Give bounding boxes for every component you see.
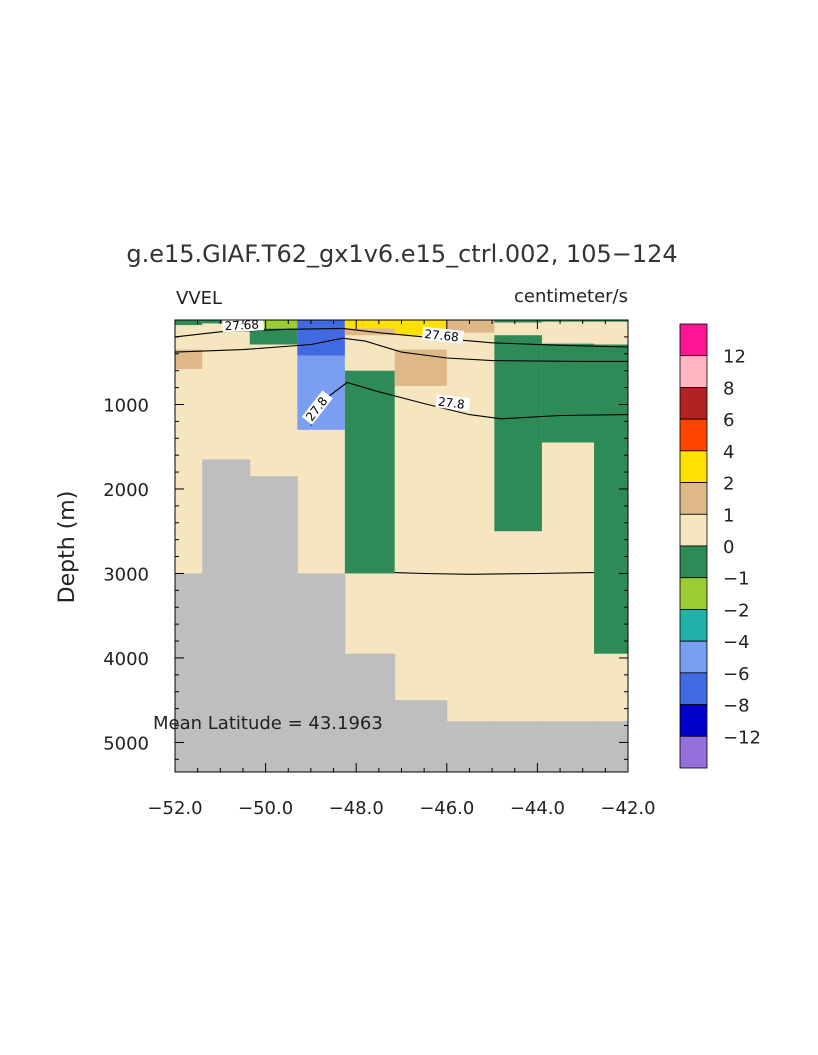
legend-swatch [679, 482, 708, 515]
legend-swatch [679, 672, 708, 705]
velocity-cell-5 [297, 320, 345, 356]
variable-label: VVEL [176, 288, 222, 309]
legend-swatch [679, 418, 708, 452]
legend-swatch [679, 513, 708, 547]
legend-label: 6 [723, 410, 734, 431]
y-tick-label: 3000 [103, 564, 149, 585]
legend-label: −2 [723, 600, 750, 621]
seafloor-column-2 [249, 476, 298, 772]
contour-label-2-1: 27.8 [435, 394, 471, 412]
seafloor-column-9 [594, 721, 629, 772]
y-tick-label: 5000 [103, 733, 149, 754]
contour-label-text: 27.68 [424, 327, 460, 345]
velocity-cell-12 [446, 320, 495, 333]
velocity-cell-14 [494, 335, 542, 532]
seafloor-column-6 [446, 721, 495, 772]
chart-title: g.e15.GIAF.T62_gx1v6.e15_ctrl.002, 105−1… [126, 240, 677, 268]
x-tick-label: −50.0 [238, 798, 293, 819]
velocity-cell-4 [249, 328, 298, 345]
velocity-cell-3 [249, 320, 298, 329]
legend-label: −12 [723, 727, 761, 748]
legend-swatch [679, 735, 708, 769]
seafloor-column-1 [202, 459, 251, 772]
mean-latitude-annotation: Mean Latitude = 43.1963 [153, 713, 383, 734]
legend-label: 8 [723, 378, 734, 399]
y-axis-label: Depth (m) [55, 491, 80, 604]
contour-label-0-1: 27.68 [421, 326, 465, 345]
legend-swatch [679, 640, 708, 674]
seafloor-column-4 [344, 653, 396, 772]
velocity-cell-17 [594, 320, 628, 322]
contour-label-0-0: 27.68 [222, 317, 264, 333]
legend-swatch [679, 577, 708, 610]
velocity-cell-13 [494, 320, 542, 323]
units-label: centimeter/s [514, 286, 628, 307]
legend-label: 4 [723, 442, 734, 463]
legend-label: 1 [723, 505, 734, 526]
legend-swatch [679, 704, 708, 737]
legend-swatch [679, 609, 708, 642]
legend-swatch [679, 545, 708, 579]
contour-label-text: 27.8 [437, 395, 465, 412]
legend-swatch [679, 450, 708, 483]
legend-swatch [679, 387, 708, 420]
legend-swatch [679, 323, 708, 357]
velocity-cell-11 [394, 349, 447, 386]
velocity-cell-18 [594, 344, 628, 654]
y-tick-label: 4000 [103, 649, 149, 670]
velocity-cell-9 [344, 370, 395, 574]
seafloor-column-7 [494, 721, 543, 772]
contour-line-2 [310, 381, 629, 426]
legend-label: 12 [723, 347, 746, 368]
legend-label: 2 [723, 474, 734, 495]
velocity-cell-1 [175, 349, 203, 370]
y-tick-label: 1000 [103, 395, 149, 416]
x-tick-label: −52.0 [147, 798, 202, 819]
contour-label-text: 27.68 [224, 318, 259, 334]
legend-swatch [679, 355, 708, 388]
velocity-cell-16 [541, 343, 595, 443]
x-tick-label: −44.0 [510, 798, 565, 819]
contour-line-3 [394, 572, 595, 575]
velocity-cell-0 [175, 320, 203, 326]
seafloor-column-0 [175, 573, 203, 772]
legend-label: −8 [723, 696, 750, 717]
seafloor-column-8 [541, 721, 595, 772]
seafloor-column-3 [297, 573, 346, 772]
velocity-cell-7 [344, 320, 395, 329]
x-tick-label: −48.0 [329, 798, 384, 819]
x-tick-label: −46.0 [419, 798, 474, 819]
y-tick-label: 2000 [103, 480, 149, 501]
plot-cells [175, 320, 629, 772]
legend-label: −1 [723, 569, 750, 590]
seafloor-column-5 [394, 700, 448, 772]
axis-ticks: −52.0 −50.0 −48.0 −46.0 −44.0 −42.0 1000 2000 30… [103, 320, 656, 819]
legend-label: 0 [723, 537, 734, 558]
legend-label: −4 [723, 632, 750, 653]
x-tick-label: −42.0 [600, 798, 655, 819]
color-legend: 12 8 6 4 2 1 0 −1 −2 −4 −6 −8 −12 [679, 323, 761, 769]
velocity-cell-15 [541, 320, 595, 322]
contour-line-1 [174, 337, 628, 362]
legend-label: −6 [723, 664, 750, 685]
